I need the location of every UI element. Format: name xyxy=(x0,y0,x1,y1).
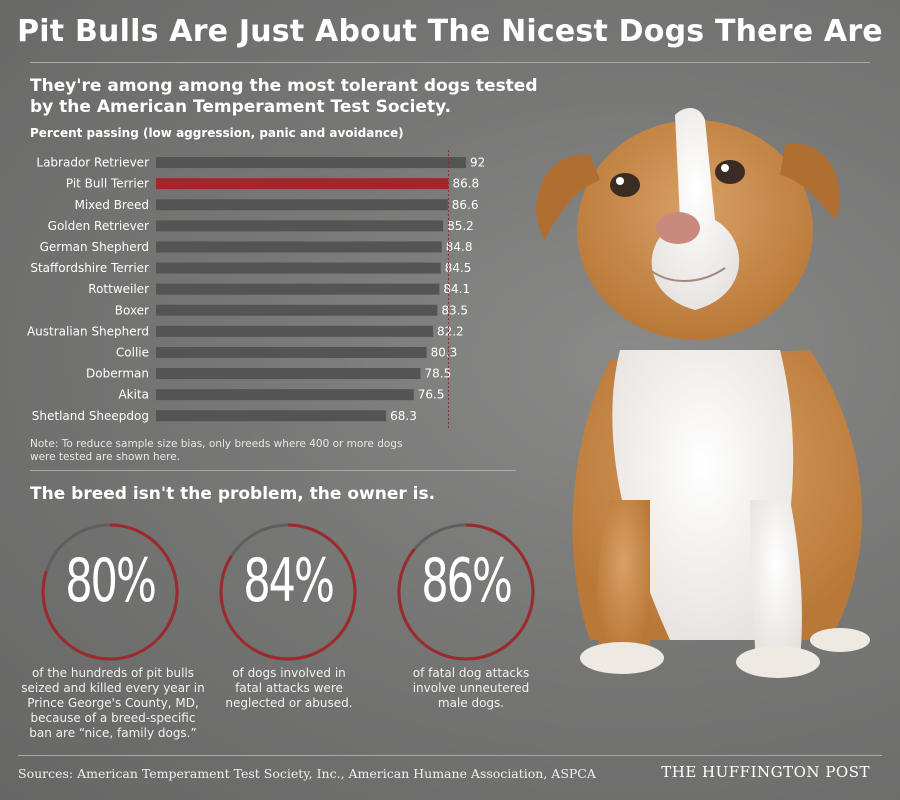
category-label: Doberman xyxy=(86,367,149,381)
value-label: 84.5 xyxy=(445,261,472,275)
stat-caption: of fatal dog attacks involve unneutered … xyxy=(412,666,530,710)
value-label: 78.5 xyxy=(425,367,452,381)
category-label: Shetland Sheepdog xyxy=(32,409,149,423)
title-divider xyxy=(30,62,870,63)
bar xyxy=(156,199,448,211)
value-label: 84.1 xyxy=(443,282,470,296)
category-label: Labrador Retriever xyxy=(36,156,149,170)
category-label: Golden Retriever xyxy=(48,219,149,233)
stat-caption: of dogs involved in fatal attacks were n… xyxy=(225,666,353,710)
chart-subtitle: They're among among the most tolerant do… xyxy=(30,76,538,117)
bar xyxy=(156,220,444,232)
stat-arc xyxy=(397,523,535,661)
category-label: Boxer xyxy=(115,303,149,317)
page-title: Pit Bulls Are Just About The Nicest Dogs… xyxy=(17,14,883,49)
bar xyxy=(156,389,414,401)
stat-80: 80% of the hundreds of pit bulls seized … xyxy=(21,522,240,740)
bar xyxy=(156,325,433,337)
sources-text: Sources: American Temperament Test Socie… xyxy=(18,766,596,781)
category-label: Mixed Breed xyxy=(74,198,149,212)
value-label: 83.5 xyxy=(441,303,468,317)
bar xyxy=(156,346,427,358)
bar-chart: Labrador Retriever 92 Pit Bull Terrier 86.8… xyxy=(27,150,485,430)
stat-caption: of the hundreds of pit bulls seized and … xyxy=(21,666,205,740)
category-label: German Shepherd xyxy=(40,240,149,254)
section-divider xyxy=(30,470,516,471)
section-heading: The breed isn't the problem, the owner i… xyxy=(30,484,436,504)
chart-note: Note: To reduce sample size bias, only b… xyxy=(30,438,403,463)
bar xyxy=(156,368,421,380)
stat-ring xyxy=(219,523,357,661)
brand-logo: THE HUFFINGTON POST xyxy=(661,763,870,781)
bar xyxy=(156,178,449,190)
category-label: Rottweiler xyxy=(88,282,149,296)
value-label: 92 xyxy=(470,156,485,170)
stat-ring xyxy=(41,523,179,661)
value-label: 86.6 xyxy=(452,198,479,212)
value-label: 76.5 xyxy=(418,388,445,402)
stat-arc xyxy=(41,523,179,661)
bar xyxy=(156,304,438,316)
category-label: Collie xyxy=(116,345,149,359)
value-label: 82.2 xyxy=(437,324,464,338)
stat-value: 80% xyxy=(65,546,157,616)
value-label: 80.3 xyxy=(431,345,458,359)
bar xyxy=(156,157,466,169)
category-label: Akita xyxy=(118,388,149,402)
value-label: 85.2 xyxy=(447,219,474,233)
category-label: Pit Bull Terrier xyxy=(66,177,149,191)
bar xyxy=(156,283,440,295)
stat-ring xyxy=(397,523,535,661)
value-label: 86.8 xyxy=(452,177,479,191)
footer-divider xyxy=(18,755,882,756)
category-label: Australian Shepherd xyxy=(27,324,149,338)
value-label: 84.8 xyxy=(446,240,473,254)
bar xyxy=(156,241,442,253)
bar xyxy=(156,410,387,422)
stat-arc xyxy=(219,523,357,661)
stat-84: 84% of dogs involved in fatal attacks we… xyxy=(218,522,418,710)
stat-value: 86% xyxy=(421,546,513,616)
stat-value: 84% xyxy=(243,546,335,616)
value-label: 68.3 xyxy=(390,409,417,423)
stat-86: 86% of fatal dog attacks involve unneute… xyxy=(396,522,596,710)
category-label: Staffordshire Terrier xyxy=(30,261,149,275)
puppy-image xyxy=(536,108,870,678)
axis-label: Percent passing (low aggression, panic a… xyxy=(30,126,404,140)
bar xyxy=(156,262,441,274)
